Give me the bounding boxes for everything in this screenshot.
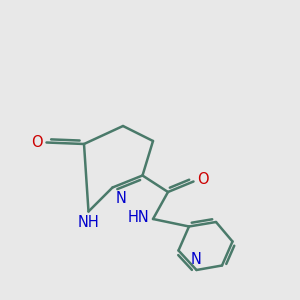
Text: N: N	[191, 252, 202, 267]
Text: HN: HN	[128, 210, 149, 225]
Text: O: O	[31, 135, 43, 150]
Text: NH: NH	[78, 215, 99, 230]
Text: O: O	[197, 172, 209, 188]
Text: N: N	[116, 191, 126, 206]
